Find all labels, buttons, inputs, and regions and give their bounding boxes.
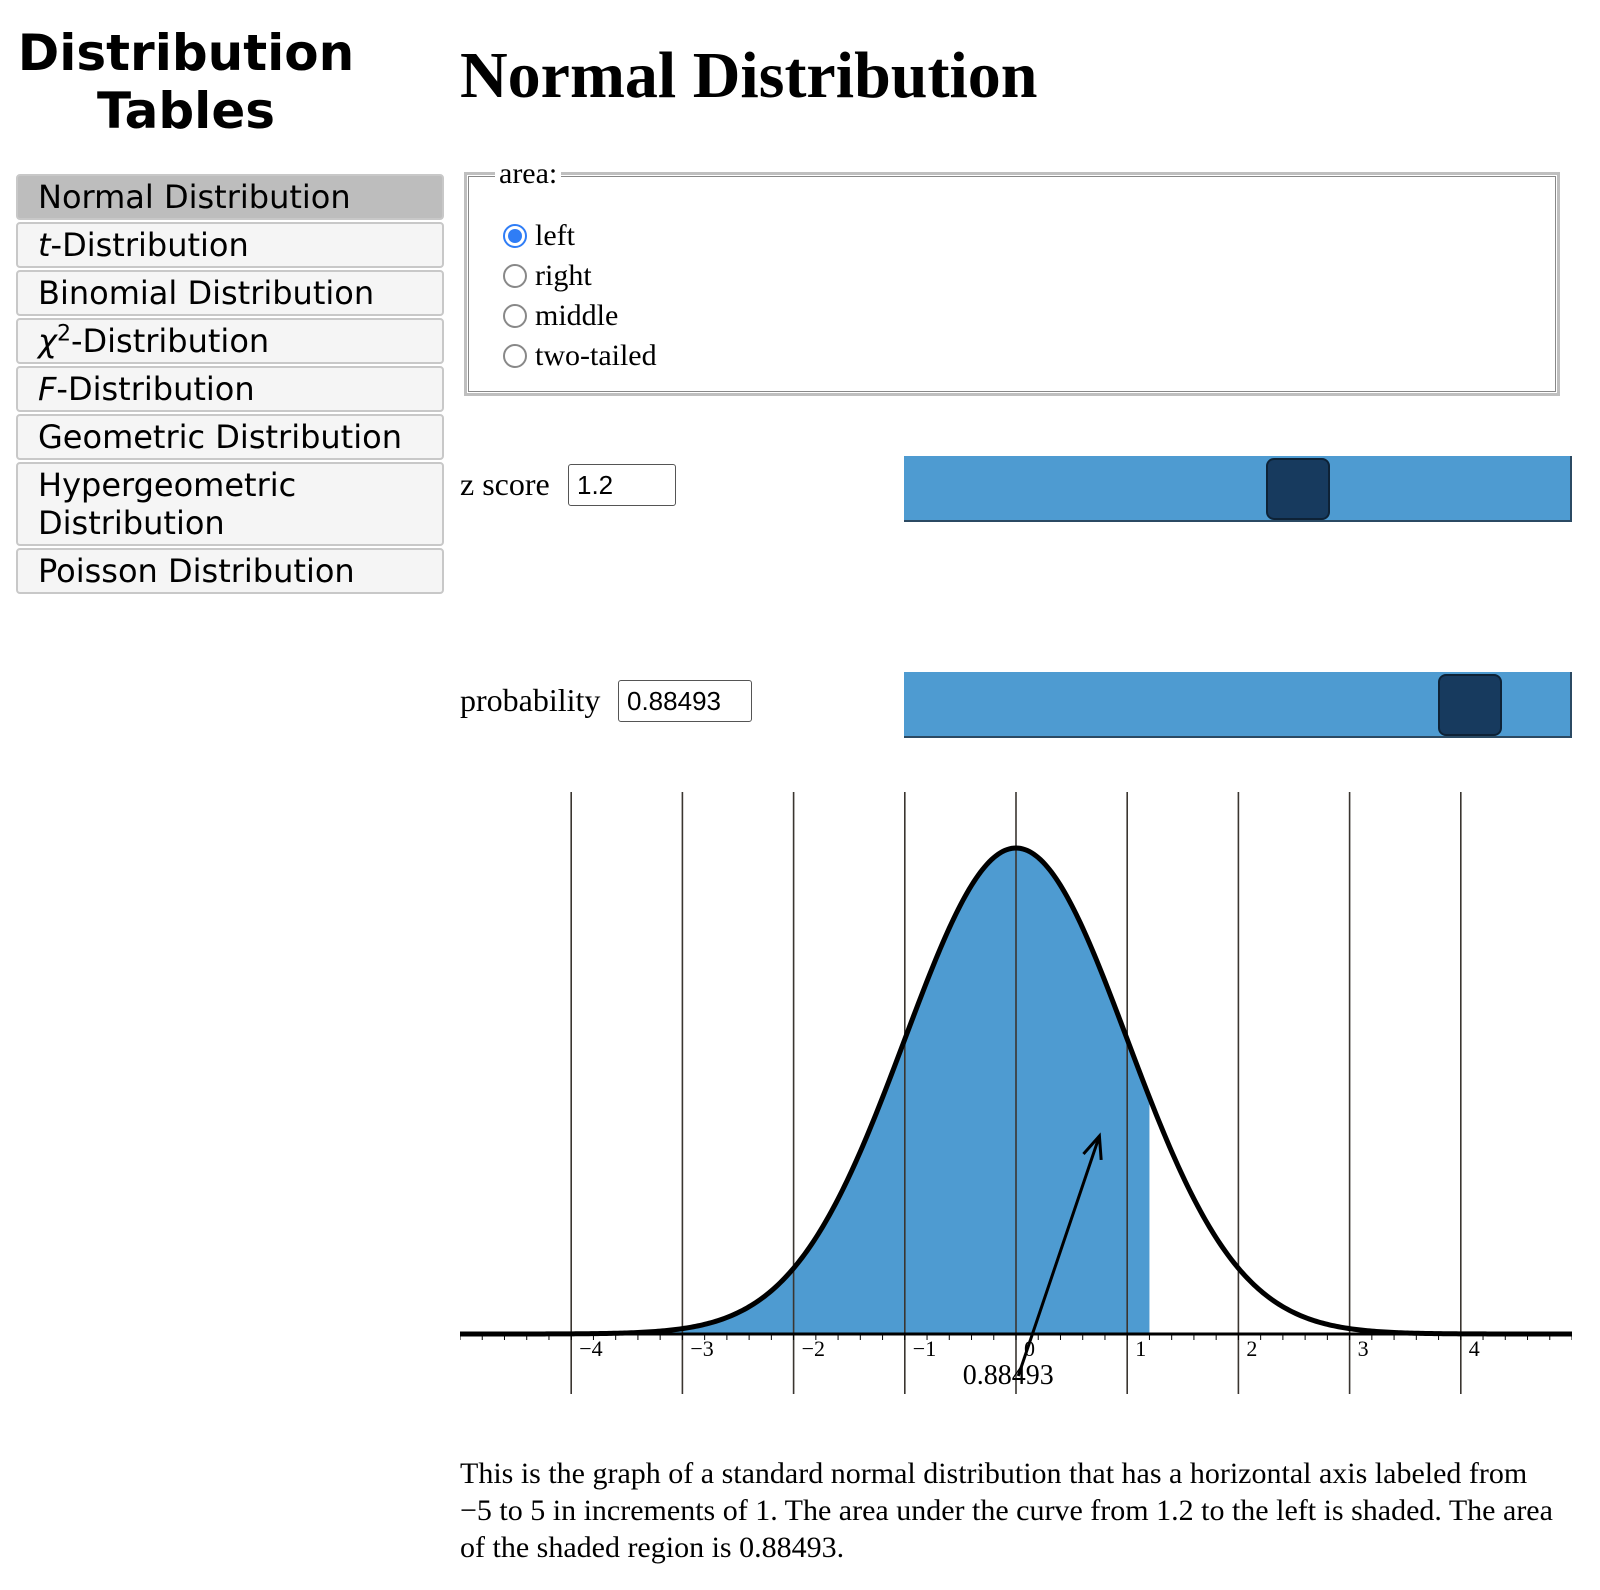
x-tick-label: 4 [1469, 1336, 1480, 1361]
area-option-label: middle [535, 299, 619, 332]
x-tick-label: −3 [690, 1336, 713, 1361]
x-tick-label: 0 [1024, 1336, 1035, 1361]
sidebar-item-label: Geometric Distribution [38, 418, 402, 456]
sidebar-item-chi-square[interactable]: χ2-Distribution [16, 318, 444, 364]
probability-slider-thumb[interactable] [1438, 674, 1503, 736]
sidebar-item-label: -Distribution [56, 370, 255, 408]
sidebar-item-hypergeometric[interactable]: Hypergeometric Distribution [16, 462, 444, 546]
radio-two-tailed[interactable] [503, 344, 527, 368]
z-score-slider[interactable] [904, 456, 1572, 522]
x-tick-label: −1 [913, 1336, 936, 1361]
z-score-input[interactable] [568, 464, 676, 506]
x-tick-label: 1 [1135, 1336, 1146, 1361]
sidebar-item-label: Normal Distribution [38, 178, 351, 216]
shaded-area-label: 0.88493 [963, 1360, 1054, 1391]
radio-left[interactable] [503, 224, 527, 248]
sidebar-item-label: Poisson Distribution [38, 552, 355, 590]
sidebar-item-symbol: F [38, 370, 57, 408]
probability-slider[interactable] [904, 672, 1572, 738]
sidebar-item-normal[interactable]: Normal Distribution [16, 174, 444, 220]
sidebar-title-line2: Tables [96, 82, 275, 140]
area-option-two-tailed[interactable]: two-tailed [503, 339, 657, 373]
density-curve [460, 845, 1572, 1337]
sidebar-item-binomial[interactable]: Binomial Distribution [16, 270, 444, 316]
normal-distribution-chart: −4 −3 −2 −1 0 1 2 3 4 0.88493 [460, 792, 1572, 1394]
sidebar-item-geometric[interactable]: Geometric Distribution [16, 414, 444, 460]
area-option-left[interactable]: left [503, 219, 575, 253]
sidebar-item-superscript: 2 [56, 321, 71, 347]
radio-right[interactable] [503, 264, 527, 288]
x-tick-label: 3 [1358, 1336, 1369, 1361]
chart-description: This is the graph of a standard normal d… [460, 1457, 1553, 1564]
area-option-label: right [535, 259, 592, 292]
x-tick-label: −2 [802, 1336, 825, 1361]
radio-middle[interactable] [503, 304, 527, 328]
probability-label: probability [460, 682, 601, 718]
shaded-area [460, 848, 1150, 1334]
z-score-slider-thumb[interactable] [1266, 458, 1331, 520]
area-fieldset: area: left right middle two-tailed [464, 157, 1560, 396]
area-option-right[interactable]: right [503, 259, 592, 293]
x-tick-label: 2 [1246, 1336, 1257, 1361]
sidebar-item-poisson[interactable]: Poisson Distribution [16, 548, 444, 594]
sidebar-title-line1: Distribution [17, 24, 355, 82]
area-legend: area: [495, 157, 562, 191]
sidebar-item-f[interactable]: F-Distribution [16, 366, 444, 412]
sidebar-title: Distribution Tables [16, 24, 356, 140]
sidebar-item-label: -Distribution [70, 322, 270, 360]
annotation-arrowhead [1082, 1132, 1103, 1161]
sidebar-item-symbol: t [38, 226, 51, 264]
sidebar: Distribution Tables Normal Distribution … [16, 24, 444, 596]
sidebar-item-label: -Distribution [50, 226, 249, 264]
page-title: Normal Distribution [460, 39, 1038, 112]
x-tick-label: −4 [579, 1336, 602, 1361]
sidebar-item-t[interactable]: t-Distribution [16, 222, 444, 268]
z-score-label: z score [460, 466, 550, 502]
sidebar-item-label: Binomial Distribution [38, 274, 375, 312]
probability-input[interactable] [618, 680, 752, 722]
sidebar-item-symbol: χ [38, 322, 57, 360]
area-option-label: two-tailed [535, 339, 657, 372]
area-option-label: left [535, 219, 575, 252]
annotation-arrow [1016, 1135, 1101, 1377]
sidebar-item-label: Hypergeometric Distribution [38, 466, 297, 542]
area-option-middle[interactable]: middle [503, 299, 618, 333]
